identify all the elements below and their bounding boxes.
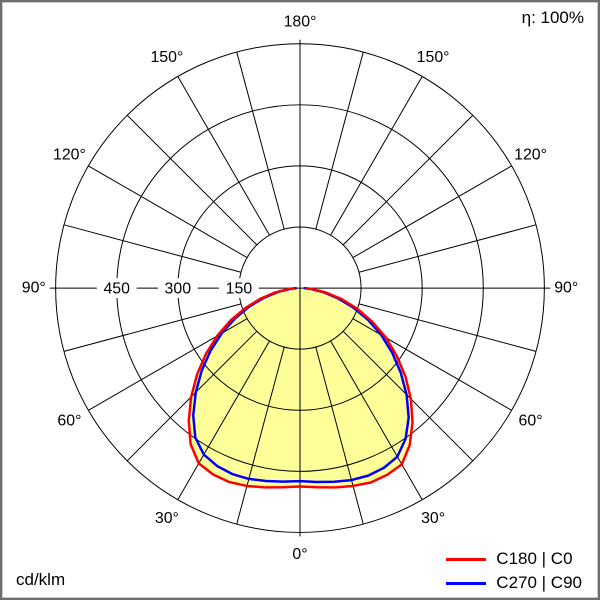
svg-text:90°: 90°: [22, 280, 46, 297]
svg-text:150°: 150°: [417, 49, 450, 66]
svg-text:450: 450: [103, 281, 130, 298]
legend-label-c270-c90: C270 | C90: [496, 573, 582, 592]
svg-text:150: 150: [226, 281, 253, 298]
efficiency-label: η: 100%: [521, 8, 584, 27]
legend: C180 | C0 C270 | C90: [446, 549, 582, 593]
svg-text:30°: 30°: [155, 510, 179, 527]
legend-item-c90: C270 | C90: [446, 573, 582, 593]
legend-label-c180-c0: C180 | C0: [496, 549, 573, 568]
svg-text:120°: 120°: [514, 146, 547, 163]
svg-text:30°: 30°: [421, 510, 445, 527]
legend-line-c270-c90-icon: [446, 581, 487, 585]
svg-text:0°: 0°: [292, 546, 307, 563]
unit-label: cd/klm: [16, 570, 66, 589]
svg-text:60°: 60°: [519, 413, 543, 430]
svg-text:300: 300: [165, 281, 192, 298]
legend-item-c0: C180 | C0: [446, 549, 582, 569]
legend-line-c180-c0-icon: [446, 557, 487, 561]
svg-text:150°: 150°: [150, 49, 183, 66]
svg-text:60°: 60°: [57, 413, 81, 430]
svg-text:180°: 180°: [284, 13, 317, 30]
svg-text:120°: 120°: [53, 146, 86, 163]
svg-text:90°: 90°: [554, 280, 578, 297]
